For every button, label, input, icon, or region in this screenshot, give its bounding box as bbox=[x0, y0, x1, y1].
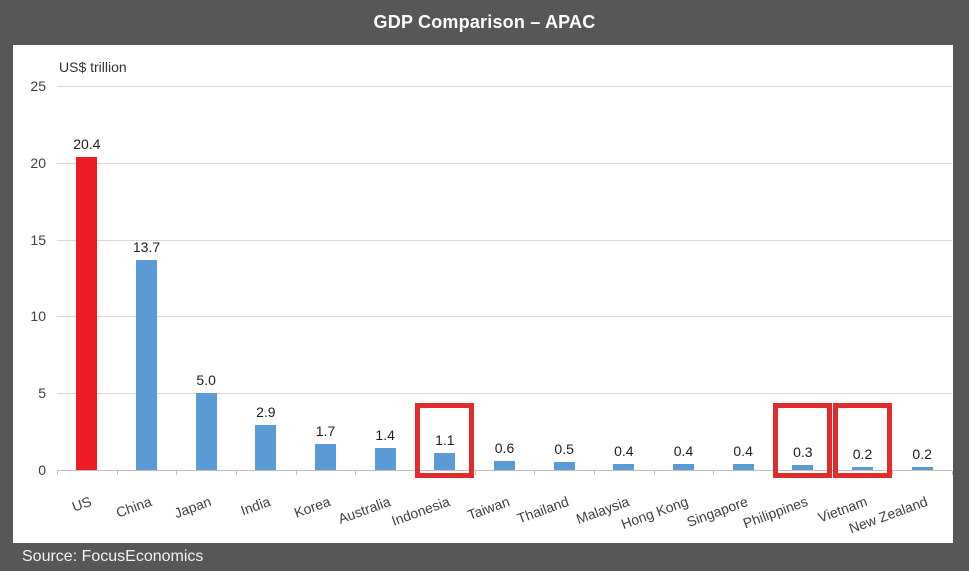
bar-value-label-china: 13.7 bbox=[132, 238, 161, 255]
x-tick-mark bbox=[236, 471, 237, 475]
x-axis-label-indonesia: Indonesia bbox=[389, 493, 452, 529]
y-axis-unit-label: US$ trillion bbox=[59, 59, 127, 75]
x-tick-mark bbox=[57, 471, 58, 475]
x-axis-line bbox=[57, 470, 952, 471]
bar-value-label-thailand: 0.5 bbox=[554, 441, 574, 458]
bar-us bbox=[76, 156, 98, 470]
bar-taiwan bbox=[494, 460, 515, 470]
bar-india bbox=[255, 425, 277, 470]
source-bar: Source: FocusEconomics bbox=[0, 543, 969, 571]
bar-china bbox=[136, 259, 157, 470]
x-axis-label-china: China bbox=[113, 493, 154, 521]
bar-value-label-new-zealand: 0.2 bbox=[912, 445, 932, 462]
x-axis-label-taiwan: Taiwan bbox=[465, 493, 512, 524]
chart-title: GDP Comparison – APAC bbox=[373, 12, 596, 32]
x-axis-label-korea: Korea bbox=[292, 493, 333, 521]
x-axis-label-us: US bbox=[70, 493, 94, 515]
x-tick-mark bbox=[176, 471, 178, 475]
bar-value-label-malaysia: 0.4 bbox=[614, 442, 634, 459]
bar-australia bbox=[374, 448, 396, 470]
y-tick-label-5: 5 bbox=[38, 385, 46, 402]
bar-vietnam bbox=[852, 466, 873, 470]
x-axis-label-hong-kong: Hong Kong bbox=[619, 493, 691, 533]
gridline-5 bbox=[57, 393, 952, 395]
x-tick-mark bbox=[534, 471, 536, 475]
x-axis-label-thailand: Thailand bbox=[515, 493, 572, 527]
bar-indonesia bbox=[434, 453, 456, 470]
x-axis-label-japan: Japan bbox=[171, 493, 214, 522]
bar-korea bbox=[315, 443, 336, 470]
gridline-25 bbox=[57, 86, 952, 87]
highlight-box-indonesia bbox=[415, 403, 475, 478]
highlight-box-philippines bbox=[773, 403, 833, 478]
x-tick-mark bbox=[594, 471, 595, 475]
bar-value-label-india: 2.9 bbox=[256, 404, 276, 421]
bar-hong-kong bbox=[673, 463, 694, 470]
y-tick-label-25: 25 bbox=[30, 78, 46, 94]
gridline-15 bbox=[57, 239, 952, 241]
bar-value-label-indonesia: 1.1 bbox=[435, 432, 455, 449]
x-tick-mark bbox=[355, 471, 357, 475]
highlight-box-vietnam bbox=[833, 403, 892, 478]
source-text: Source: FocusEconomics bbox=[22, 548, 204, 565]
gridline-20 bbox=[57, 162, 952, 164]
bar-value-label-australia: 1.4 bbox=[375, 427, 395, 444]
plot-area: 0 5 10 15 20 25 20.4 13.7 5.0 2.9 1.7 1.4 1.1 0.6 0.5 0… bbox=[13, 45, 953, 543]
bar-thailand bbox=[553, 462, 575, 470]
x-axis-label-australia: Australia bbox=[335, 493, 393, 527]
bar-value-label-singapore: 0.4 bbox=[733, 442, 753, 459]
x-tick-mark bbox=[295, 471, 297, 475]
x-tick-mark bbox=[116, 471, 118, 475]
gridline-10 bbox=[57, 316, 952, 318]
chart-panel: US$ trillion 0 5 10 15 20 25 20.4 13.7 5.0 2.9 1.7… bbox=[13, 45, 953, 543]
x-tick-mark bbox=[952, 471, 953, 475]
bar-singapore bbox=[732, 463, 754, 470]
bar-value-label-taiwan: 0.6 bbox=[494, 439, 515, 456]
y-tick-label-0: 0 bbox=[38, 462, 46, 478]
bar-value-label-korea: 1.7 bbox=[315, 422, 336, 439]
bar-philippines bbox=[792, 465, 814, 470]
y-tick-label-10: 10 bbox=[30, 308, 46, 325]
bar-value-label-japan: 5.0 bbox=[196, 372, 216, 389]
bar-value-label-us: 20.4 bbox=[73, 135, 101, 152]
y-tick-label-20: 20 bbox=[30, 154, 46, 171]
x-axis-label-philippines: Philippines bbox=[740, 493, 810, 532]
bar-value-label-vietnam: 0.2 bbox=[852, 445, 873, 462]
x-tick-mark bbox=[474, 471, 476, 475]
x-axis-label-singapore: Singapore bbox=[684, 493, 751, 530]
bar-value-label-hong-kong: 0.4 bbox=[673, 442, 694, 459]
bar-value-label-philippines: 0.3 bbox=[793, 444, 813, 461]
y-tick-label-15: 15 bbox=[30, 231, 46, 248]
x-tick-mark bbox=[713, 471, 715, 475]
x-tick-mark bbox=[653, 471, 655, 475]
bar-malaysia bbox=[613, 463, 635, 470]
x-tick-mark bbox=[892, 471, 894, 475]
title-bar: GDP Comparison – APAC bbox=[0, 0, 969, 45]
bar-new-zealand bbox=[911, 466, 933, 470]
bar-japan bbox=[195, 393, 217, 470]
x-axis-label-india: India bbox=[238, 493, 273, 519]
